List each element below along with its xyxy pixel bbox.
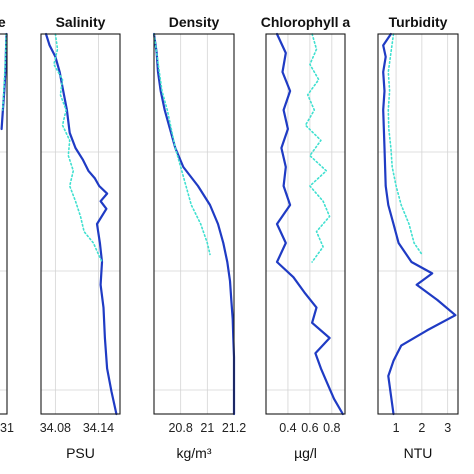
x-tick-label: 2 (418, 421, 425, 435)
plot-frame (377, 33, 459, 415)
panel-2: 20.8 21 21.2 Density kg/m³ (152, 14, 246, 461)
series-solid-line (44, 32, 118, 416)
panel-title: Density (169, 14, 220, 30)
x-tick-label: 3 (444, 421, 451, 435)
plot-frame (153, 33, 235, 415)
panel-title: re (0, 14, 6, 30)
panel-title: Turbidity (389, 14, 448, 30)
series-dotted-line (387, 33, 423, 256)
x-axis-label: PSU (66, 445, 95, 461)
series-dotted-line (153, 33, 211, 256)
x-tick-label: 34.08 (40, 421, 71, 435)
panel-1: 34.08 34.14 Salinity PSU (40, 14, 121, 461)
x-tick-label: 1 (393, 421, 400, 435)
panel-4: 1 2 3 Turbidity NTU (377, 14, 459, 461)
x-tick-label: 0.4 (279, 421, 296, 435)
series-dotted-line (53, 33, 103, 263)
x-tick-label: 20.8 (168, 421, 192, 435)
series-dotted-line (1, 33, 7, 111)
x-axis-label: NTU (404, 445, 433, 461)
x-tick-label: 0.6 (301, 421, 318, 435)
panel-title: Chlorophyll a (261, 14, 351, 30)
series-solid-line (152, 32, 236, 416)
panel-3: 0.4 0.6 0.8 Chlorophyll a µg/l (261, 14, 351, 461)
series-dotted-line (304, 33, 331, 263)
x-tick-label: 31 (0, 421, 14, 435)
panels: re3134.0834.14SalinityPSU20.82121.2Densi… (0, 14, 459, 461)
panel-0: re 31 (0, 14, 14, 435)
plot-frame (265, 33, 346, 415)
series-solid-line (275, 32, 344, 416)
x-tick-label: 21.2 (222, 421, 246, 435)
x-tick-label: 21 (200, 421, 214, 435)
plot-frame (40, 33, 121, 415)
x-tick-label: 0.8 (323, 421, 340, 435)
x-axis-label: µg/l (294, 445, 317, 461)
panel-title: Salinity (56, 14, 106, 30)
plot-frame (0, 33, 8, 415)
x-axis-label: kg/m³ (177, 445, 212, 461)
series-solid-line (382, 32, 457, 416)
x-tick-label: 34.14 (83, 421, 114, 435)
